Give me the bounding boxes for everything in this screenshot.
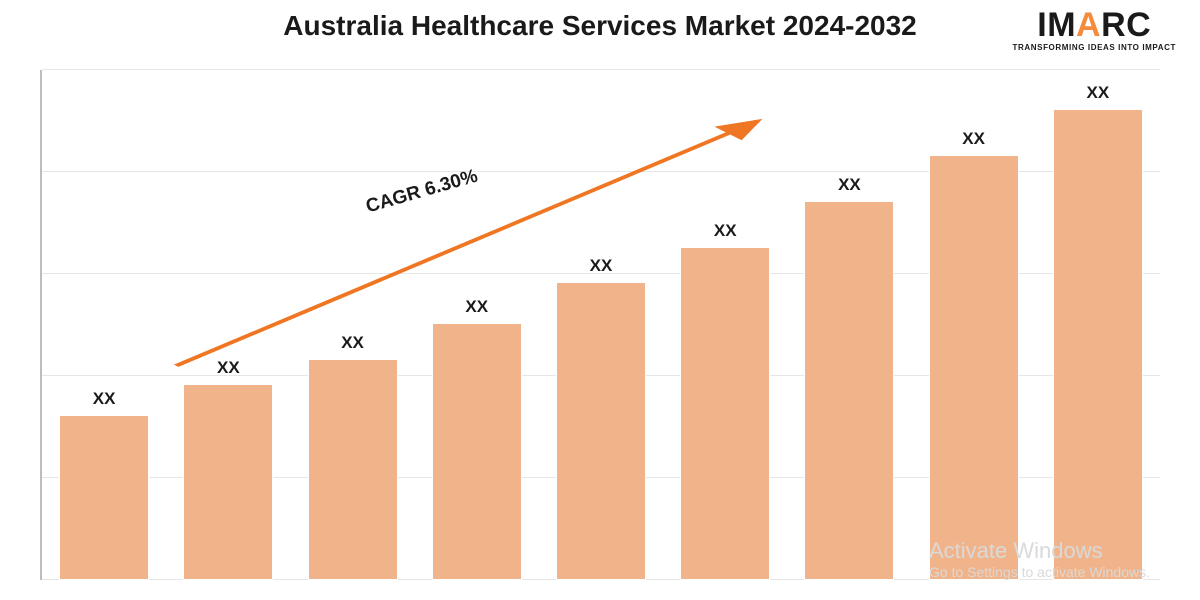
bar — [59, 415, 149, 580]
bar — [1053, 109, 1143, 580]
bar-wrap: XX — [433, 70, 521, 580]
chart-plot-area: XXXXXXXXXXXXXXXXXX CAGR 6.30% — [40, 70, 1160, 580]
bar-wrap: XX — [930, 70, 1018, 580]
brand-logo-text: IMARC — [1013, 8, 1176, 42]
bar-value-label: XX — [962, 129, 985, 149]
bar — [804, 201, 894, 580]
bar-wrap: XX — [557, 70, 645, 580]
bar-value-label: XX — [217, 358, 240, 378]
bar-value-label: XX — [838, 175, 861, 195]
bar-wrap: XX — [184, 70, 272, 580]
bar — [183, 384, 273, 580]
bar-value-label: XX — [1087, 83, 1110, 103]
bar-value-label: XX — [590, 256, 613, 276]
bar-wrap: XX — [309, 70, 397, 580]
bar-wrap: XX — [805, 70, 893, 580]
bar-wrap: XX — [681, 70, 769, 580]
chart-bars: XX XX XX XX XX XX XX XX XX — [42, 70, 1160, 580]
bar — [929, 155, 1019, 580]
bar — [432, 323, 522, 580]
bar-value-label: XX — [714, 221, 737, 241]
bar-wrap: XX — [60, 70, 148, 580]
bar — [308, 359, 398, 580]
bar-value-label: XX — [465, 297, 488, 317]
bar-value-label: XX — [93, 389, 116, 409]
brand-logo-tagline: TRANSFORMING IDEAS INTO IMPACT — [1013, 44, 1176, 52]
bar — [556, 282, 646, 580]
bar-wrap: XX — [1054, 70, 1142, 580]
bar-value-label: XX — [341, 333, 364, 353]
brand-logo: IMARC TRANSFORMING IDEAS INTO IMPACT — [1013, 8, 1176, 52]
bar — [680, 247, 770, 581]
